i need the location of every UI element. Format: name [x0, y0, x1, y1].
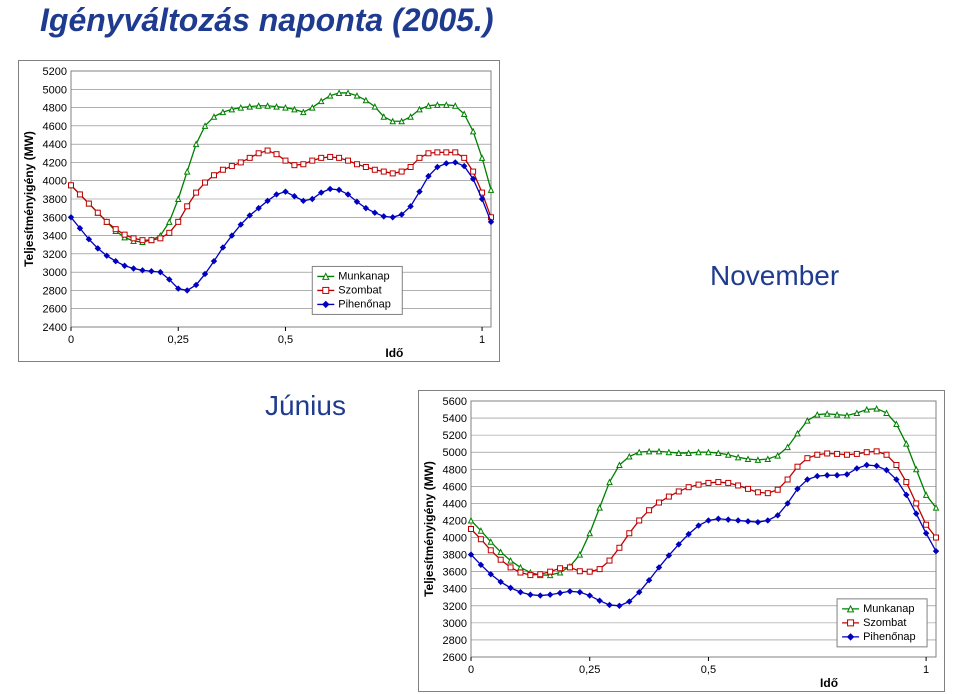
svg-text:3000: 3000	[43, 267, 67, 279]
svg-text:5400: 5400	[443, 413, 467, 425]
svg-text:3200: 3200	[443, 601, 467, 613]
svg-text:3400: 3400	[443, 584, 467, 596]
svg-text:0: 0	[468, 664, 474, 676]
svg-text:4800: 4800	[443, 464, 467, 476]
svg-text:Munkanap: Munkanap	[338, 270, 389, 282]
svg-text:Idő: Idő	[385, 346, 403, 360]
svg-text:2800: 2800	[43, 285, 67, 297]
svg-text:3600: 3600	[443, 567, 467, 579]
november-label: November	[710, 260, 839, 292]
svg-text:3400: 3400	[43, 231, 67, 243]
svg-text:Szombat: Szombat	[863, 617, 906, 629]
svg-text:3200: 3200	[43, 249, 67, 261]
svg-text:2600: 2600	[43, 304, 67, 316]
svg-text:2800: 2800	[443, 635, 467, 647]
svg-text:Munkanap: Munkanap	[863, 603, 914, 615]
svg-text:5000: 5000	[443, 447, 467, 459]
svg-text:5200: 5200	[43, 66, 67, 78]
svg-text:3800: 3800	[443, 550, 467, 562]
svg-text:Pihenőnap: Pihenőnap	[863, 631, 916, 643]
svg-text:1: 1	[479, 334, 485, 346]
svg-text:4000: 4000	[443, 533, 467, 545]
svg-text:4200: 4200	[43, 157, 67, 169]
page-title: Igényváltozás naponta (2005.)	[40, 2, 493, 39]
svg-text:4800: 4800	[43, 103, 67, 115]
svg-text:0,25: 0,25	[168, 334, 189, 346]
svg-text:Teljesítményigény (MW): Teljesítményigény (MW)	[422, 461, 436, 597]
svg-text:2600: 2600	[443, 652, 467, 664]
svg-text:Pihenőnap: Pihenőnap	[338, 298, 391, 310]
svg-text:5200: 5200	[443, 430, 467, 442]
svg-text:0,25: 0,25	[579, 664, 600, 676]
svg-text:2400: 2400	[43, 322, 67, 334]
chart-june: 2400 2600 2800 3000 3200 3400 3600 3800 4000 4200…	[18, 60, 500, 362]
svg-text:3600: 3600	[43, 212, 67, 224]
svg-text:4400: 4400	[443, 498, 467, 510]
svg-text:3000: 3000	[443, 618, 467, 630]
svg-text:4600: 4600	[43, 121, 67, 133]
svg-text:4400: 4400	[43, 139, 67, 151]
chart-november: 2600 2800 3000 3200 3400 3600 3800 4000 4200 4400…	[418, 390, 945, 692]
svg-text:0: 0	[68, 334, 74, 346]
svg-text:4000: 4000	[43, 176, 67, 188]
svg-text:Idő: Idő	[820, 676, 838, 690]
svg-text:Szombat: Szombat	[338, 284, 381, 296]
svg-text:1: 1	[923, 664, 929, 676]
svg-text:0,5: 0,5	[701, 664, 716, 676]
svg-text:Teljesítményigény (MW): Teljesítményigény (MW)	[22, 131, 36, 267]
svg-text:5600: 5600	[443, 396, 467, 408]
svg-text:3800: 3800	[43, 194, 67, 206]
svg-text:4200: 4200	[443, 515, 467, 527]
svg-text:0,5: 0,5	[278, 334, 293, 346]
svg-text:4600: 4600	[443, 481, 467, 493]
chart1-subtitle: Június	[265, 390, 346, 422]
svg-text:5000: 5000	[43, 84, 67, 96]
